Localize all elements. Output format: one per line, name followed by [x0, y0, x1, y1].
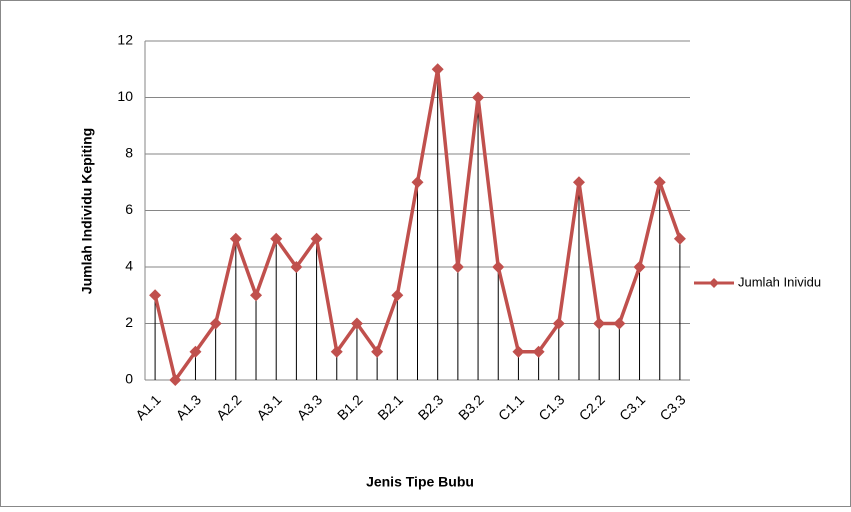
marker — [189, 345, 202, 358]
y-tick-label: 2 — [125, 314, 133, 330]
y-tick-label: 8 — [125, 145, 133, 161]
marker — [492, 261, 505, 273]
marker — [229, 232, 242, 245]
marker — [451, 261, 464, 273]
marker — [391, 289, 404, 302]
marker — [613, 317, 626, 330]
marker — [250, 289, 263, 302]
x-axis-title: Jenis Tipe Bubu — [366, 474, 474, 490]
marker — [633, 261, 646, 273]
marker — [532, 345, 545, 358]
marker — [431, 63, 444, 76]
marker — [149, 289, 162, 302]
marker — [330, 345, 343, 358]
y-tick-label: 10 — [117, 88, 133, 104]
marker — [572, 176, 585, 189]
legend-marker — [709, 278, 719, 288]
marker — [552, 317, 565, 330]
y-axis-title: Jumlah Individu Kepiting — [79, 128, 95, 294]
marker — [411, 176, 424, 189]
marker — [593, 317, 606, 330]
marker — [350, 317, 363, 330]
marker — [270, 232, 283, 245]
y-tick-label: 0 — [125, 371, 133, 387]
marker — [472, 91, 485, 104]
marker — [290, 261, 303, 273]
legend-label: Jumlah Inividu — [738, 274, 821, 289]
marker — [673, 232, 686, 245]
marker — [209, 317, 222, 330]
y-tick-label: 12 — [117, 32, 133, 48]
y-tick-label: 6 — [125, 201, 133, 217]
marker — [653, 176, 666, 189]
marker — [310, 232, 323, 245]
marker — [169, 374, 182, 386]
marker — [512, 345, 525, 358]
marker — [371, 345, 384, 358]
y-tick-label: 4 — [125, 258, 133, 274]
